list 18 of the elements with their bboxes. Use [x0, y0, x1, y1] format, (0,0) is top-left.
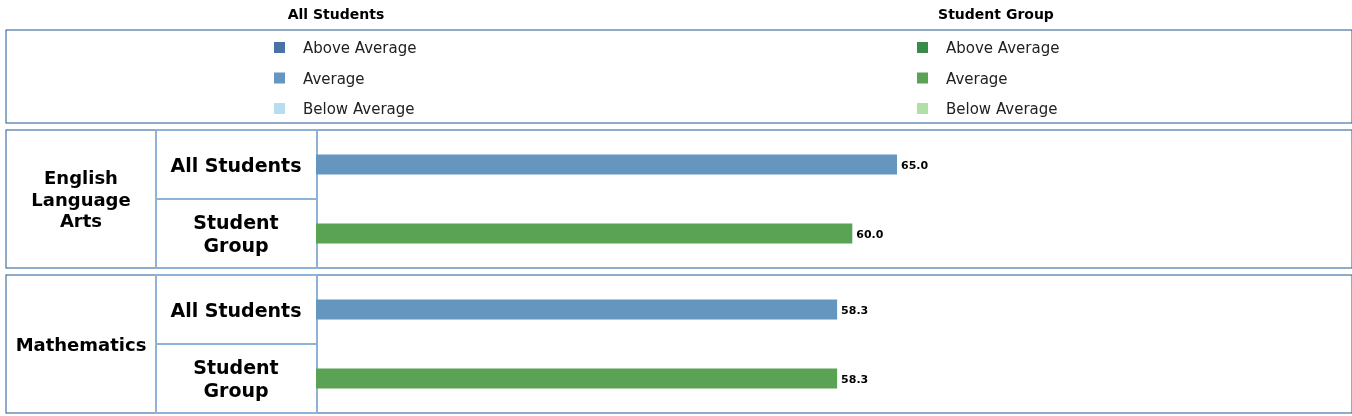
- y-tick-label: Student Group: [193, 211, 279, 256]
- data-label: 60.0: [856, 228, 884, 241]
- data-label: 65.0: [901, 159, 929, 172]
- legend-label: Below Average: [303, 100, 415, 118]
- legend-label: Above Average: [303, 39, 417, 57]
- y-tick-label: All Students: [170, 298, 302, 321]
- legend-label: Average: [303, 69, 365, 88]
- y-tick-label: All Students: [170, 153, 302, 176]
- y-tick-label: Student Group: [193, 356, 279, 401]
- legend-label: Average: [946, 69, 1008, 88]
- text: Mathematics: [15, 333, 147, 355]
- data-label: 58.3: [841, 373, 869, 386]
- data-label: 58.3: [841, 304, 869, 317]
- text: All Students: [287, 6, 385, 22]
- text: English Language Arts: [31, 166, 131, 232]
- text: Student Group: [938, 6, 1054, 22]
- legend-label: Above Average: [946, 39, 1060, 57]
- legend-label: Below Average: [946, 100, 1058, 118]
